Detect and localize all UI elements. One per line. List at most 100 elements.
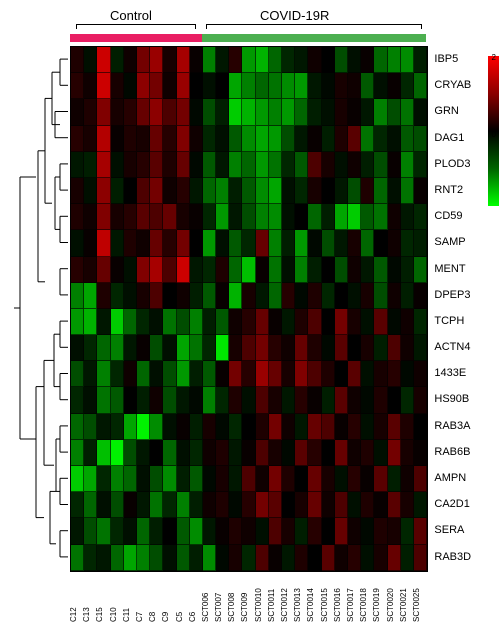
gene-label: PLOD3 bbox=[430, 151, 471, 177]
heatmap-cell bbox=[111, 204, 124, 230]
heatmap-cell bbox=[137, 257, 150, 283]
heatmap-cell bbox=[150, 152, 163, 178]
heatmap-cell bbox=[335, 466, 348, 492]
heatmap-cell bbox=[84, 440, 97, 466]
heatmap-cell bbox=[150, 257, 163, 283]
heatmap-cell bbox=[256, 361, 269, 387]
heatmap-cell bbox=[216, 518, 229, 544]
heatmap-cell bbox=[190, 47, 203, 73]
heatmap-cell bbox=[256, 545, 269, 571]
heatmap-cell bbox=[97, 99, 110, 125]
heatmap-cell bbox=[97, 335, 110, 361]
heatmap-cell bbox=[269, 518, 282, 544]
heatmap-row bbox=[71, 361, 427, 387]
heatmap-cell bbox=[361, 283, 374, 309]
heatmap-cell bbox=[388, 47, 401, 73]
heatmap-cell bbox=[124, 178, 137, 204]
heatmap-cell bbox=[348, 257, 361, 283]
heatmap-cell bbox=[374, 152, 387, 178]
heatmap-cell bbox=[111, 283, 124, 309]
heatmap-cell bbox=[242, 440, 255, 466]
heatmap-cell bbox=[256, 230, 269, 256]
heatmap-cell bbox=[256, 387, 269, 413]
heatmap-cell bbox=[401, 361, 414, 387]
heatmap-cell bbox=[137, 283, 150, 309]
heatmap-cell bbox=[401, 178, 414, 204]
heatmap-cell bbox=[388, 73, 401, 99]
heatmap-cell bbox=[295, 361, 308, 387]
heatmap-cell bbox=[111, 99, 124, 125]
heatmap-cell bbox=[71, 178, 84, 204]
heatmap-cell bbox=[84, 126, 97, 152]
heatmap-cell bbox=[242, 361, 255, 387]
heatmap-cell bbox=[348, 230, 361, 256]
heatmap-cell bbox=[71, 335, 84, 361]
heatmap-cell bbox=[308, 73, 321, 99]
heatmap-cell bbox=[295, 414, 308, 440]
heatmap-cell bbox=[97, 309, 110, 335]
heatmap-cell bbox=[163, 414, 176, 440]
heatmap-cell bbox=[163, 309, 176, 335]
sample-label: SCT0021 bbox=[400, 572, 413, 622]
heatmap-cell bbox=[203, 204, 216, 230]
heatmap-cell bbox=[374, 283, 387, 309]
heatmap-cell bbox=[322, 126, 335, 152]
heatmap-cell bbox=[97, 387, 110, 413]
heatmap-cell bbox=[295, 126, 308, 152]
heatmap-cell bbox=[163, 178, 176, 204]
heatmap-cell bbox=[242, 178, 255, 204]
heatmap-cell bbox=[229, 99, 242, 125]
heatmap-cell bbox=[150, 309, 163, 335]
heatmap-cell bbox=[137, 126, 150, 152]
heatmap-row bbox=[71, 152, 427, 178]
heatmap-cell bbox=[229, 335, 242, 361]
heatmap-cell bbox=[190, 387, 203, 413]
sample-label: SCT006 bbox=[202, 572, 215, 622]
heatmap-cell bbox=[97, 152, 110, 178]
sample-label: SCT009 bbox=[241, 572, 254, 622]
heatmap-cell bbox=[203, 387, 216, 413]
heatmap-cell bbox=[203, 309, 216, 335]
heatmap-cell bbox=[269, 152, 282, 178]
heatmap-cell bbox=[401, 152, 414, 178]
heatmap-cell bbox=[414, 73, 427, 99]
heatmap-cell bbox=[177, 152, 190, 178]
heatmap-cell bbox=[322, 99, 335, 125]
heatmap-cell bbox=[137, 99, 150, 125]
heatmap-cell bbox=[388, 309, 401, 335]
heatmap-cell bbox=[308, 492, 321, 518]
heatmap-cell bbox=[282, 73, 295, 99]
heatmap-cell bbox=[388, 335, 401, 361]
heatmap-cell bbox=[308, 230, 321, 256]
heatmap-cell bbox=[388, 257, 401, 283]
heatmap-cell bbox=[322, 492, 335, 518]
heatmap-cell bbox=[177, 47, 190, 73]
heatmap-cell bbox=[308, 361, 321, 387]
heatmap-cell bbox=[111, 126, 124, 152]
heatmap-cell bbox=[388, 178, 401, 204]
gene-label: 1433E bbox=[430, 360, 471, 386]
heatmap-cell bbox=[97, 47, 110, 73]
heatmap-cell bbox=[137, 178, 150, 204]
heatmap-cell bbox=[256, 126, 269, 152]
heatmap-cell bbox=[71, 387, 84, 413]
heatmap-row bbox=[71, 440, 427, 466]
heatmap-cell bbox=[388, 387, 401, 413]
heatmap-cell bbox=[71, 204, 84, 230]
heatmap-cell bbox=[150, 283, 163, 309]
heatmap-cell bbox=[71, 466, 84, 492]
heatmap-cell bbox=[150, 361, 163, 387]
heatmap-cell bbox=[190, 440, 203, 466]
heatmap-cell bbox=[111, 178, 124, 204]
heatmap-cell bbox=[216, 283, 229, 309]
heatmap-cell bbox=[388, 283, 401, 309]
heatmap-cell bbox=[414, 47, 427, 73]
heatmap-cell bbox=[335, 387, 348, 413]
heatmap-cell bbox=[229, 257, 242, 283]
gene-label: MENT bbox=[430, 256, 471, 282]
heatmap-cell bbox=[150, 545, 163, 571]
heatmap-cell bbox=[111, 309, 124, 335]
heatmap-cell bbox=[229, 414, 242, 440]
heatmap-cell bbox=[335, 361, 348, 387]
heatmap-cell bbox=[163, 335, 176, 361]
